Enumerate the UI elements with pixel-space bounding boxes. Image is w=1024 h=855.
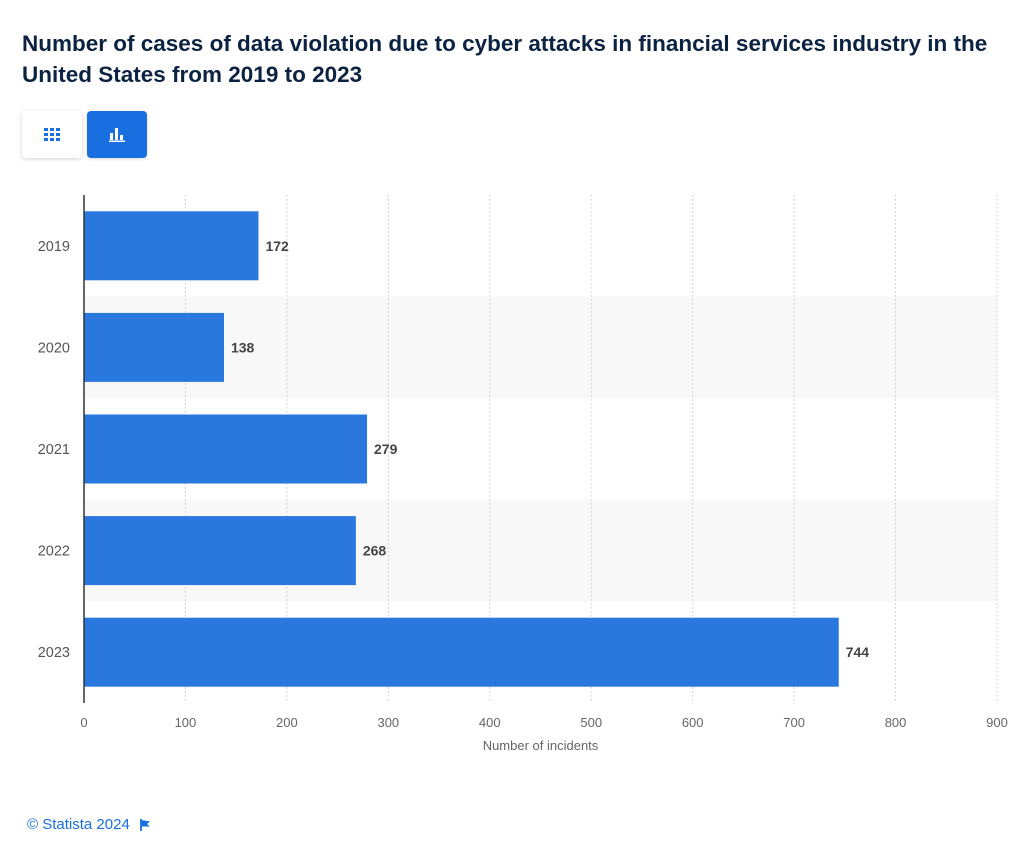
y-tick-label: 2019 [38, 239, 70, 255]
bar-2020[interactable] [84, 312, 224, 382]
x-tick-label: 0 [80, 715, 87, 730]
bars [84, 211, 839, 687]
value-label: 172 [265, 238, 289, 254]
flag-icon [139, 818, 150, 831]
copyright-text: © Statista 2024 [27, 816, 130, 833]
x-axis-title: Number of incidents [483, 738, 599, 753]
y-tick-label: 2023 [38, 645, 70, 661]
table-grid-icon [44, 127, 60, 141]
x-tick-label: 100 [175, 715, 197, 730]
chart-view-button[interactable] [87, 111, 147, 158]
row-band [84, 296, 997, 399]
y-tick-label: 2021 [38, 442, 70, 458]
value-label: 279 [374, 441, 398, 457]
y-axis-labels: 2019 2020 2021 2022 2023 [38, 239, 70, 661]
table-view-button[interactable] [22, 111, 82, 158]
statista-copyright-link[interactable]: © Statista 2024 [27, 816, 151, 833]
bar-2022[interactable] [84, 516, 356, 586]
value-labels: 172 138 279 268 744 [231, 238, 869, 660]
x-tick-label: 500 [580, 715, 602, 730]
x-tick-label: 300 [377, 715, 399, 730]
x-tick-label: 600 [682, 715, 704, 730]
x-tick-label: 700 [783, 715, 805, 730]
chart-title: Number of cases of data violation due to… [22, 31, 988, 87]
bar-2021[interactable] [84, 414, 368, 484]
bar-chart: 172 138 279 268 744 2019 2020 2021 2022 2023 0 10… [38, 195, 1008, 753]
value-label: 268 [363, 543, 387, 559]
bar-chart-icon [109, 128, 125, 142]
x-tick-label: 400 [479, 715, 501, 730]
bar-2019[interactable] [84, 211, 259, 281]
bar-2023[interactable] [84, 617, 839, 687]
x-tick-label: 900 [986, 715, 1008, 730]
y-tick-label: 2020 [38, 340, 70, 356]
x-tick-label: 800 [885, 715, 907, 730]
y-tick-label: 2022 [38, 544, 70, 560]
x-axis-tick-labels: 0 100 200 300 400 500 600 700 800 900 [80, 715, 1007, 730]
value-label: 138 [231, 339, 255, 355]
value-label: 744 [846, 644, 870, 660]
x-tick-label: 200 [276, 715, 298, 730]
